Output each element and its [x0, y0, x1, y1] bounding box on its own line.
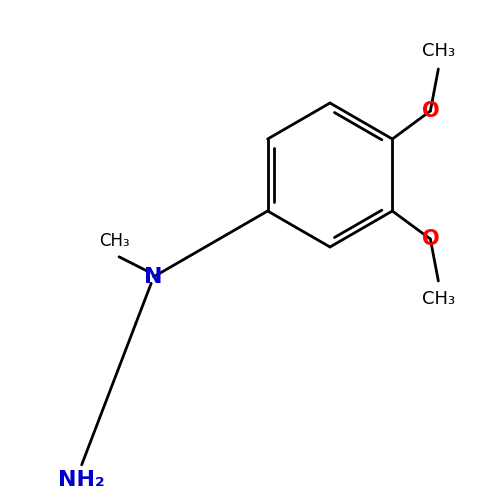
Text: N: N	[144, 267, 163, 287]
Text: NH₂: NH₂	[58, 470, 105, 490]
Text: CH₃: CH₃	[422, 42, 455, 60]
Text: CH₃: CH₃	[98, 232, 130, 250]
Text: CH₃: CH₃	[422, 290, 455, 308]
Text: O: O	[422, 229, 439, 249]
Text: O: O	[422, 101, 439, 121]
